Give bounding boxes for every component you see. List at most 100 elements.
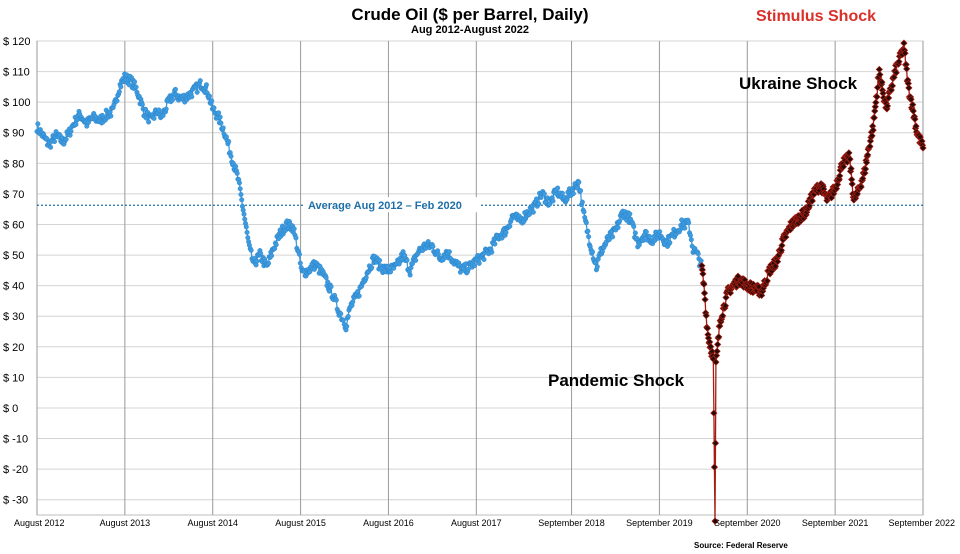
annotation-label: Stimulus Shock xyxy=(756,8,876,25)
series-2-point xyxy=(701,295,709,304)
series-2-point xyxy=(710,463,719,471)
series-2-point xyxy=(782,233,790,241)
series-layer xyxy=(34,39,927,525)
reference-line-layer: Average Aug 2012 – Feb 2020 xyxy=(37,197,923,213)
series-1-point xyxy=(203,82,209,88)
series-2-point xyxy=(712,351,721,360)
series-1-point xyxy=(369,265,375,271)
series-1-point xyxy=(108,113,114,119)
series-1-point xyxy=(583,220,589,226)
series-1-point xyxy=(68,128,74,134)
series-1-point xyxy=(574,185,580,191)
series-1-point xyxy=(695,251,701,257)
y-tick-label: $ 50 xyxy=(3,250,24,262)
series-1-point xyxy=(586,234,592,240)
series-1-point xyxy=(465,267,471,273)
x-tick-label: September 2020 xyxy=(714,518,781,528)
series-2-point xyxy=(703,324,712,332)
x-tick-label: September 2018 xyxy=(538,518,605,528)
series-1-point xyxy=(632,230,638,236)
series-2-point xyxy=(711,439,720,447)
series-1-point xyxy=(239,197,245,203)
series-1-point xyxy=(328,284,334,290)
series-2-point xyxy=(888,82,896,90)
series-2-point xyxy=(869,126,877,134)
series-2-point xyxy=(721,302,730,310)
series-1-point xyxy=(237,186,243,192)
series-2-point xyxy=(905,84,913,92)
series-1-point xyxy=(63,136,69,142)
series-1-point xyxy=(156,107,162,113)
series-2-point xyxy=(901,49,909,57)
series-2-point xyxy=(846,155,854,163)
series-1-point xyxy=(233,163,239,169)
series-2-point xyxy=(892,69,900,77)
series-1-point xyxy=(377,257,383,263)
series-1-point xyxy=(116,89,122,95)
series-1-point xyxy=(73,121,79,127)
series-1-point xyxy=(345,314,351,320)
series-1-point xyxy=(273,242,279,248)
series-1-point xyxy=(646,233,652,239)
series-2-point xyxy=(919,144,927,152)
series-1-point xyxy=(338,311,344,317)
series-2-point xyxy=(839,163,848,171)
series-2-point xyxy=(903,65,911,73)
y-tick-label: $ -10 xyxy=(3,434,28,446)
series-1-point xyxy=(297,260,303,266)
series-2-point xyxy=(763,277,771,285)
series-2-point xyxy=(895,58,903,66)
series-1-point xyxy=(254,258,260,264)
series-2-point xyxy=(868,132,876,140)
series-1-point xyxy=(615,225,621,231)
series-1-point xyxy=(52,139,58,145)
series-1-point xyxy=(194,89,200,95)
series-2-point xyxy=(861,165,870,173)
series-2-point xyxy=(699,270,707,278)
y-tick-label: $ 60 xyxy=(3,219,24,231)
y-tick-label: $ 80 xyxy=(3,158,24,170)
series-1-point xyxy=(245,235,251,241)
series-2-point xyxy=(876,71,884,79)
series-1-point xyxy=(627,211,633,217)
y-tick-label: $ -20 xyxy=(3,464,28,476)
series-2-point xyxy=(878,78,886,86)
series-1-point xyxy=(139,101,145,107)
y-tick-label: $ 100 xyxy=(3,97,31,109)
series-1-point xyxy=(189,94,195,100)
series-2-point xyxy=(845,149,853,157)
series-1-point xyxy=(492,241,498,247)
series-1-point xyxy=(35,121,41,127)
series-1-point xyxy=(570,191,576,197)
y-tick-label: $ 70 xyxy=(3,189,24,201)
series-2-point xyxy=(777,246,785,254)
y-tick-label: $ 10 xyxy=(3,372,24,384)
y-tick-label: $ -30 xyxy=(3,495,28,507)
series-1-point xyxy=(344,323,350,329)
series-2-point xyxy=(883,102,892,110)
series-2-point xyxy=(836,172,844,180)
series-2-point xyxy=(716,322,724,330)
series-1-point xyxy=(446,249,452,255)
series-2-point xyxy=(715,333,723,341)
series-1-point xyxy=(698,258,704,264)
series-1-point xyxy=(682,225,688,231)
series-1-point xyxy=(559,190,565,196)
series-1-point xyxy=(576,179,582,185)
series-1-point xyxy=(481,257,487,263)
series-1-point xyxy=(578,188,584,194)
series-1-point xyxy=(489,249,495,255)
series-1-point xyxy=(594,264,600,270)
series-2-point xyxy=(711,517,719,525)
series-1-point xyxy=(686,220,692,226)
series-1-point xyxy=(687,232,693,238)
series-2-point xyxy=(872,98,880,107)
series-1-point xyxy=(550,198,556,204)
series-1-point xyxy=(220,125,226,131)
series-1-point xyxy=(160,113,166,119)
series-1-point xyxy=(326,288,332,294)
axis-layer: $ 120 $ 110 $ 100 $ 90 $ 80 $ 70 $ 60 $ 50 $ 40 $… xyxy=(3,36,955,528)
x-tick-label: August 2015 xyxy=(275,518,326,528)
series-1-point xyxy=(216,110,222,116)
series-1-point xyxy=(197,78,203,84)
